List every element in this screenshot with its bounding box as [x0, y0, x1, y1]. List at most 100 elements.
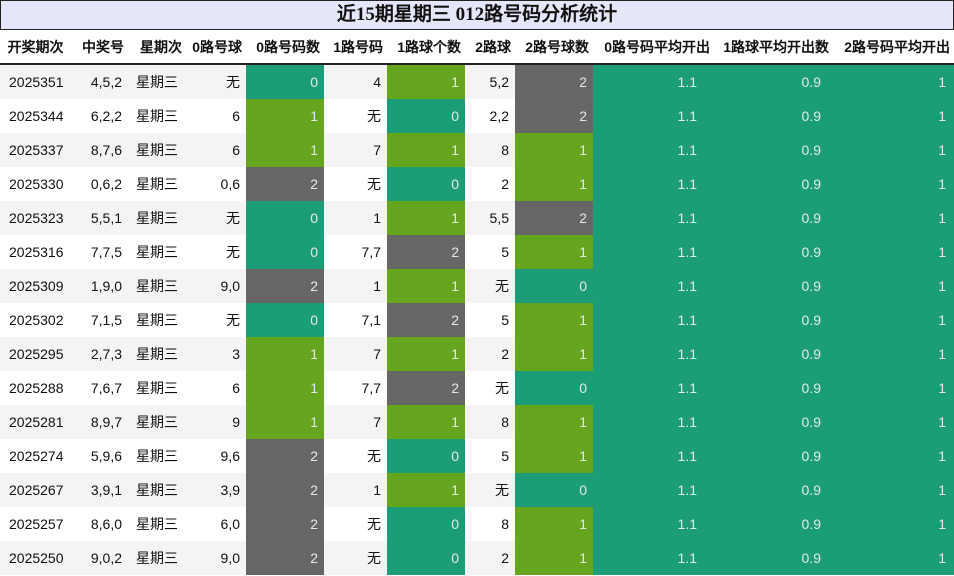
header-route2-count: 2路号球数 [515, 30, 593, 65]
route2-count-cell: 2 [515, 201, 593, 235]
table-row: 2025330 0,6,2 星期三 0,6 2 无 0 2 1 1.1 0.9 1 [0, 167, 954, 201]
route2-count-cell: 0 [515, 473, 593, 507]
issue-cell: 2025281 [0, 405, 71, 439]
route2-avg-cell: 1 [833, 337, 954, 371]
route0-balls-cell: 无 [186, 64, 246, 99]
route0-balls-cell: 无 [186, 235, 246, 269]
weekday-cell: 星期三 [128, 371, 186, 405]
table-row: 2025302 7,1,5 星期三无 0 7,1 2 5 1 1.1 0.9 1 [0, 303, 954, 337]
route0-balls-cell: 6,0 [186, 507, 246, 541]
route0-count-cell: 1 [246, 337, 324, 371]
numbers-cell: 0,6,2 [71, 167, 128, 201]
route1-balls-cell: 无 [324, 167, 387, 201]
route1-count-cell: 1 [387, 337, 465, 371]
route2-count-cell: 0 [515, 371, 593, 405]
weekday-cell: 星期三 [128, 269, 186, 303]
numbers-cell: 2,7,3 [71, 337, 128, 371]
route1-avg-cell: 0.9 [714, 507, 833, 541]
route1-avg-cell: 0.9 [714, 439, 833, 473]
route2-avg-cell: 1 [833, 269, 954, 303]
weekday-cell: 星期三 [128, 507, 186, 541]
header-route0-avg: 0路号码平均开出 [593, 30, 714, 65]
route2-avg-cell: 1 [833, 235, 954, 269]
route2-count-cell: 1 [515, 541, 593, 575]
route2-balls-cell: 5,5 [465, 201, 515, 235]
route0-avg-cell: 1.1 [593, 99, 714, 133]
route2-count-cell: 1 [515, 235, 593, 269]
route1-avg-cell: 0.9 [714, 64, 833, 99]
route1-avg-cell: 0.9 [714, 269, 833, 303]
table-row: 2025323 5,5,1 星期三无 0 1 1 5,5 2 1.1 0.9 1 [0, 201, 954, 235]
route1-balls-cell: 7 [324, 337, 387, 371]
route2-balls-cell: 5 [465, 439, 515, 473]
route2-balls-cell: 无 [465, 473, 515, 507]
route1-count-cell: 0 [387, 99, 465, 133]
route1-balls-cell: 7,7 [324, 235, 387, 269]
route2-avg-cell: 1 [833, 507, 954, 541]
route0-count-cell: 2 [246, 541, 324, 575]
numbers-cell: 5,5,1 [71, 201, 128, 235]
route2-count-cell: 0 [515, 269, 593, 303]
issue-cell: 2025274 [0, 439, 71, 473]
issue-cell: 2025309 [0, 269, 71, 303]
weekday-cell: 星期三 [128, 235, 186, 269]
weekday-cell: 星期三 [128, 405, 186, 439]
route0-count-cell: 2 [246, 167, 324, 201]
route1-balls-cell: 无 [324, 507, 387, 541]
numbers-cell: 1,9,0 [71, 269, 128, 303]
route2-avg-cell: 1 [833, 439, 954, 473]
route2-balls-cell: 8 [465, 507, 515, 541]
route1-avg-cell: 0.9 [714, 371, 833, 405]
route0-count-cell: 0 [246, 235, 324, 269]
route2-count-cell: 1 [515, 167, 593, 201]
route0-balls-cell: 无 [186, 303, 246, 337]
route0-avg-cell: 1.1 [593, 64, 714, 99]
route1-count-cell: 0 [387, 439, 465, 473]
route1-count-cell: 1 [387, 133, 465, 167]
route2-avg-cell: 1 [833, 167, 954, 201]
header-row: 开奖期次 中奖号 星期次 0路号球 0路号码数 1路号码 1路球个数 2路球 2… [0, 30, 954, 65]
numbers-cell: 4,5,2 [71, 64, 128, 99]
route0-avg-cell: 1.1 [593, 269, 714, 303]
table-title: 近15期星期三 012路号码分析统计 [0, 0, 954, 30]
issue-cell: 2025323 [0, 201, 71, 235]
table-row: 2025267 3,9,1 星期三 3,9 2 1 1 无 0 1.1 0.9 1 [0, 473, 954, 507]
header-route2-balls: 2路球 [465, 30, 515, 65]
issue-cell: 2025337 [0, 133, 71, 167]
weekday-cell: 星期三 [128, 99, 186, 133]
route1-count-cell: 2 [387, 235, 465, 269]
issue-cell: 2025330 [0, 167, 71, 201]
header-route0-count: 0路号码数 [246, 30, 324, 65]
route1-avg-cell: 0.9 [714, 99, 833, 133]
header-route1-count: 1路球个数 [387, 30, 465, 65]
numbers-cell: 8,6,0 [71, 507, 128, 541]
route2-balls-cell: 5 [465, 235, 515, 269]
route2-balls-cell: 2 [465, 541, 515, 575]
route1-avg-cell: 0.9 [714, 201, 833, 235]
numbers-cell: 8,9,7 [71, 405, 128, 439]
route2-avg-cell: 1 [833, 133, 954, 167]
route2-count-cell: 1 [515, 439, 593, 473]
route0-avg-cell: 1.1 [593, 133, 714, 167]
header-weekday: 星期次 [128, 30, 186, 65]
route2-count-cell: 1 [515, 507, 593, 541]
issue-cell: 2025316 [0, 235, 71, 269]
route0-count-cell: 2 [246, 507, 324, 541]
route0-balls-cell: 无 [186, 201, 246, 235]
route1-avg-cell: 0.9 [714, 405, 833, 439]
header-route1-balls: 1路号码 [324, 30, 387, 65]
weekday-cell: 星期三 [128, 201, 186, 235]
route0-balls-cell: 3,9 [186, 473, 246, 507]
route0-balls-cell: 9,0 [186, 541, 246, 575]
route0-avg-cell: 1.1 [593, 371, 714, 405]
route0-count-cell: 0 [246, 64, 324, 99]
table-row: 2025309 1,9,0 星期三 9,0 2 1 1 无 0 1.1 0.9 1 [0, 269, 954, 303]
route0-balls-cell: 9,6 [186, 439, 246, 473]
route0-count-cell: 0 [246, 201, 324, 235]
route0-avg-cell: 1.1 [593, 439, 714, 473]
route1-count-cell: 1 [387, 201, 465, 235]
route1-balls-cell: 1 [324, 473, 387, 507]
route1-count-cell: 2 [387, 371, 465, 405]
route0-balls-cell: 9 [186, 405, 246, 439]
route2-avg-cell: 1 [833, 371, 954, 405]
